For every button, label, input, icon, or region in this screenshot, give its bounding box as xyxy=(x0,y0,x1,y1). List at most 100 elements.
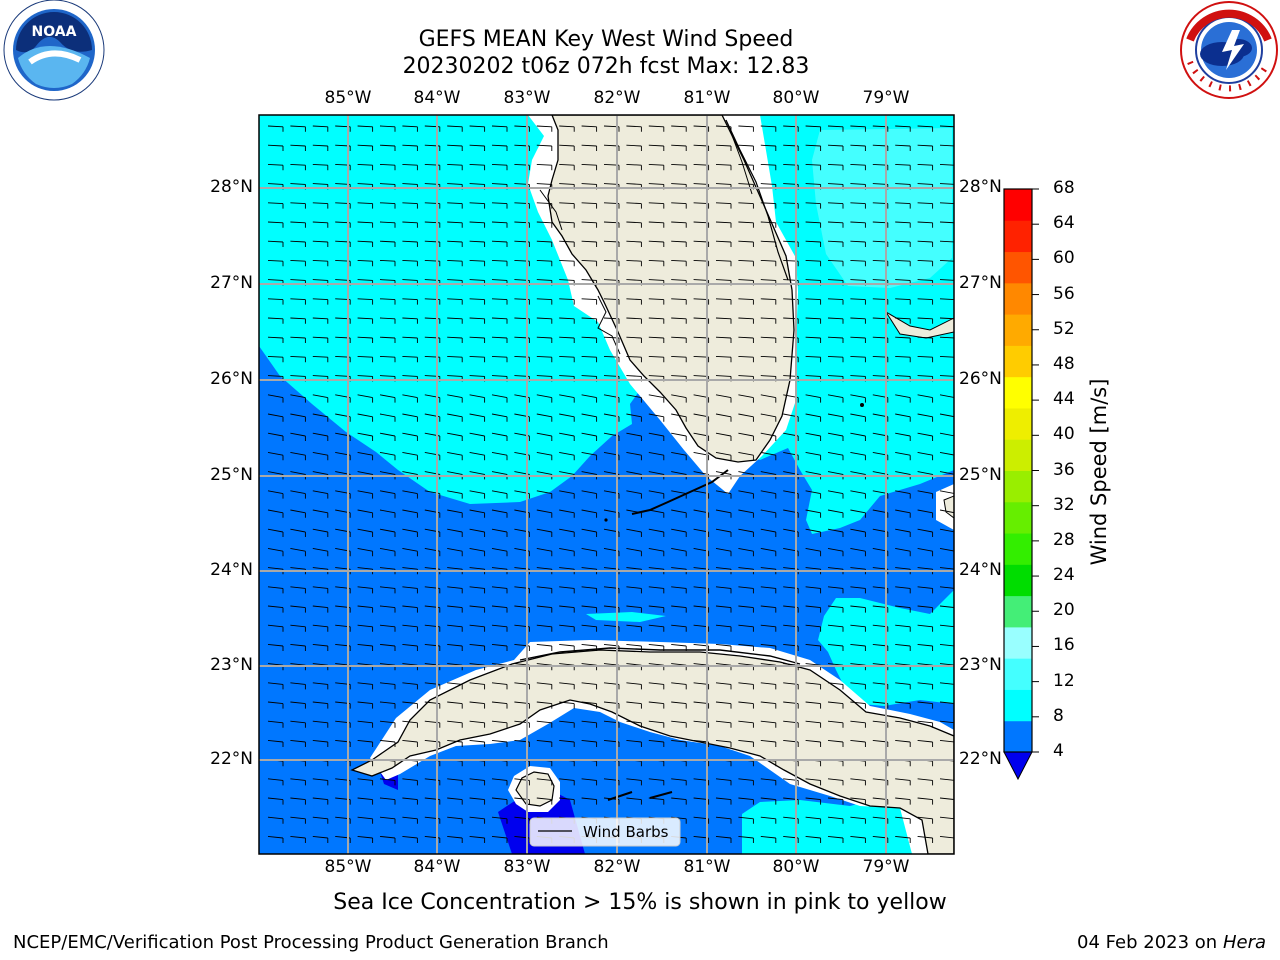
colorbar-tick-label: 60 xyxy=(1053,248,1075,269)
wind-barb xyxy=(648,144,665,151)
colorbar-segment xyxy=(1004,376,1032,409)
colorbar-segment xyxy=(1004,658,1032,690)
wind-barb xyxy=(469,643,486,651)
colorbar-segment xyxy=(1004,720,1032,753)
wind-barb xyxy=(715,355,732,363)
wind-barb xyxy=(939,682,954,685)
wind-barb xyxy=(357,163,374,171)
wind-barb xyxy=(648,336,665,343)
wind-barb xyxy=(402,547,418,557)
wind-barb xyxy=(267,739,284,747)
wind-barb xyxy=(581,528,598,537)
wind-barb xyxy=(402,682,418,690)
wind-barb xyxy=(312,528,329,537)
wind-barb xyxy=(738,240,754,247)
wind-barb xyxy=(357,605,374,613)
wind-barb xyxy=(357,451,374,461)
wind-barb xyxy=(805,144,822,151)
wind-barb xyxy=(267,125,284,132)
wind-barb xyxy=(626,528,642,537)
wind-barb xyxy=(738,528,754,537)
wind-barb xyxy=(715,509,732,518)
wind-barb xyxy=(760,816,777,824)
wind-barb xyxy=(738,586,754,594)
wind-barb xyxy=(402,701,418,709)
wind-barb xyxy=(357,778,374,786)
wind-barb xyxy=(447,816,463,824)
wind-barb xyxy=(626,163,642,171)
wind-barb xyxy=(312,355,329,363)
wind-barb xyxy=(447,298,463,305)
wind-barb xyxy=(715,643,732,651)
wind-barb xyxy=(827,720,844,728)
wind-barb xyxy=(939,720,954,724)
wind-barb xyxy=(357,682,374,690)
wind-barb xyxy=(715,490,732,499)
wind-barb xyxy=(447,317,463,324)
wind-barb xyxy=(536,336,553,343)
wind-barb xyxy=(671,451,687,461)
wind-field-cyan-south xyxy=(742,798,912,854)
wind-barb xyxy=(312,835,329,843)
wind-barb xyxy=(312,797,329,805)
wind-barb xyxy=(850,202,866,209)
wind-barb xyxy=(917,528,934,537)
wind-barb xyxy=(290,682,306,690)
map-panel xyxy=(259,115,954,854)
wind-barb xyxy=(671,682,687,690)
wind-barb xyxy=(671,586,687,594)
wind-barb xyxy=(917,509,934,518)
wind-barb xyxy=(917,432,934,441)
wind-barb xyxy=(917,259,934,267)
wind-barb xyxy=(536,739,553,747)
wind-barb xyxy=(357,624,374,632)
wind-barb xyxy=(917,125,934,132)
wind-barb xyxy=(850,586,866,594)
wind-barb xyxy=(939,816,954,820)
wind-barb xyxy=(827,701,844,709)
wind-barb xyxy=(290,336,306,343)
wind-barb xyxy=(760,432,777,441)
wind-barb xyxy=(827,451,844,461)
wind-barb xyxy=(805,317,822,324)
wind-barb xyxy=(290,720,306,728)
wind-barb xyxy=(648,720,665,728)
wind-barb xyxy=(536,778,553,786)
wind-barb xyxy=(895,163,911,171)
wind-barb xyxy=(827,413,844,422)
wind-barb xyxy=(559,413,575,422)
wind-barb xyxy=(648,259,665,267)
wind-barb xyxy=(738,778,754,786)
wind-barb xyxy=(850,835,866,843)
wind-barb xyxy=(559,144,575,151)
wind-barb xyxy=(827,835,844,843)
wind-barb xyxy=(312,163,329,171)
wind-barb xyxy=(469,202,486,209)
wind-barb xyxy=(850,797,866,805)
wind-barb xyxy=(805,221,822,228)
wind-barb xyxy=(312,778,329,786)
wind-barb xyxy=(827,739,844,747)
wind-barb xyxy=(357,547,374,557)
colorbar-tick-label: 48 xyxy=(1053,353,1075,374)
wind-barb xyxy=(850,816,866,824)
wind-barb xyxy=(581,586,598,594)
wind-barb xyxy=(379,528,396,537)
wind-barb xyxy=(917,720,934,728)
wind-barb xyxy=(267,547,284,557)
wind-barb xyxy=(895,624,911,632)
wind-barb xyxy=(581,451,598,461)
wind-barb xyxy=(581,163,598,171)
wind-barb xyxy=(469,413,486,422)
wind-barb xyxy=(469,797,486,805)
wind-barb xyxy=(671,720,687,728)
wind-barb xyxy=(626,125,642,132)
wind-barb xyxy=(850,298,866,305)
colorbar-segment xyxy=(1004,470,1032,503)
wind-barb xyxy=(581,202,598,209)
wind-barb xyxy=(267,451,284,461)
wind-barb xyxy=(559,624,575,632)
wind-barb xyxy=(469,547,486,557)
wind-barb xyxy=(939,509,954,514)
wind-barb xyxy=(760,547,777,557)
